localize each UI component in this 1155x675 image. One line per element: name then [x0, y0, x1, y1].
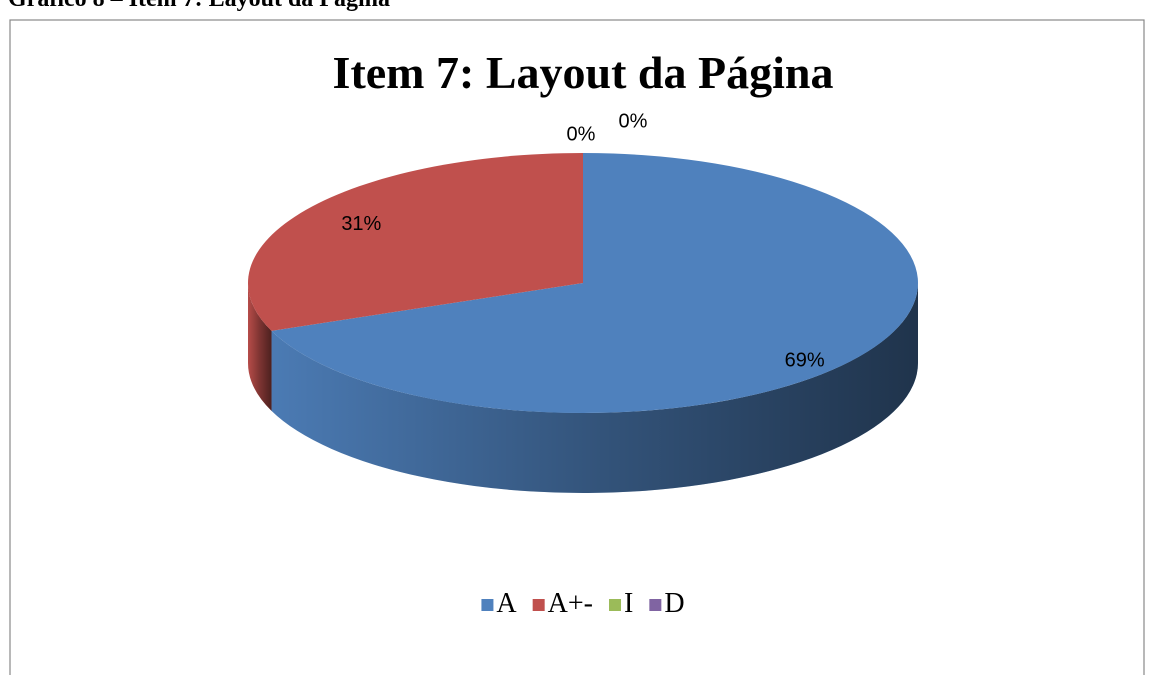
pie-slice: [247, 153, 583, 331]
caption: Gráfico 8 – Item 7: Layout da Página: [8, 0, 390, 12]
legend-item: A+-: [532, 588, 593, 619]
legend-item: I: [609, 588, 633, 619]
legend-swatch: [481, 599, 494, 611]
data-label: 0%: [619, 110, 648, 132]
legend-swatch: [532, 599, 545, 611]
data-label: 0%: [567, 123, 596, 145]
pie-slice: [271, 153, 918, 413]
legend-item: D: [649, 588, 685, 619]
chart-title: Item 7: Layout da Página: [333, 47, 834, 98]
pie-side-shade: [248, 283, 272, 411]
legend-label: A+-: [548, 588, 593, 619]
pie: 69% 31% 0% 0%: [247, 110, 918, 493]
legend-swatch: [649, 599, 662, 611]
legend-label: A: [496, 588, 517, 619]
legend-item: A: [481, 588, 517, 619]
legend-label: D: [664, 588, 684, 619]
pie-side-shade: [271, 283, 918, 493]
data-label: 69%: [785, 349, 825, 371]
legend: A A+- I D: [481, 588, 685, 619]
legend-swatch: [609, 599, 622, 611]
legend-label: I: [624, 588, 633, 619]
data-label: 31%: [341, 213, 381, 235]
